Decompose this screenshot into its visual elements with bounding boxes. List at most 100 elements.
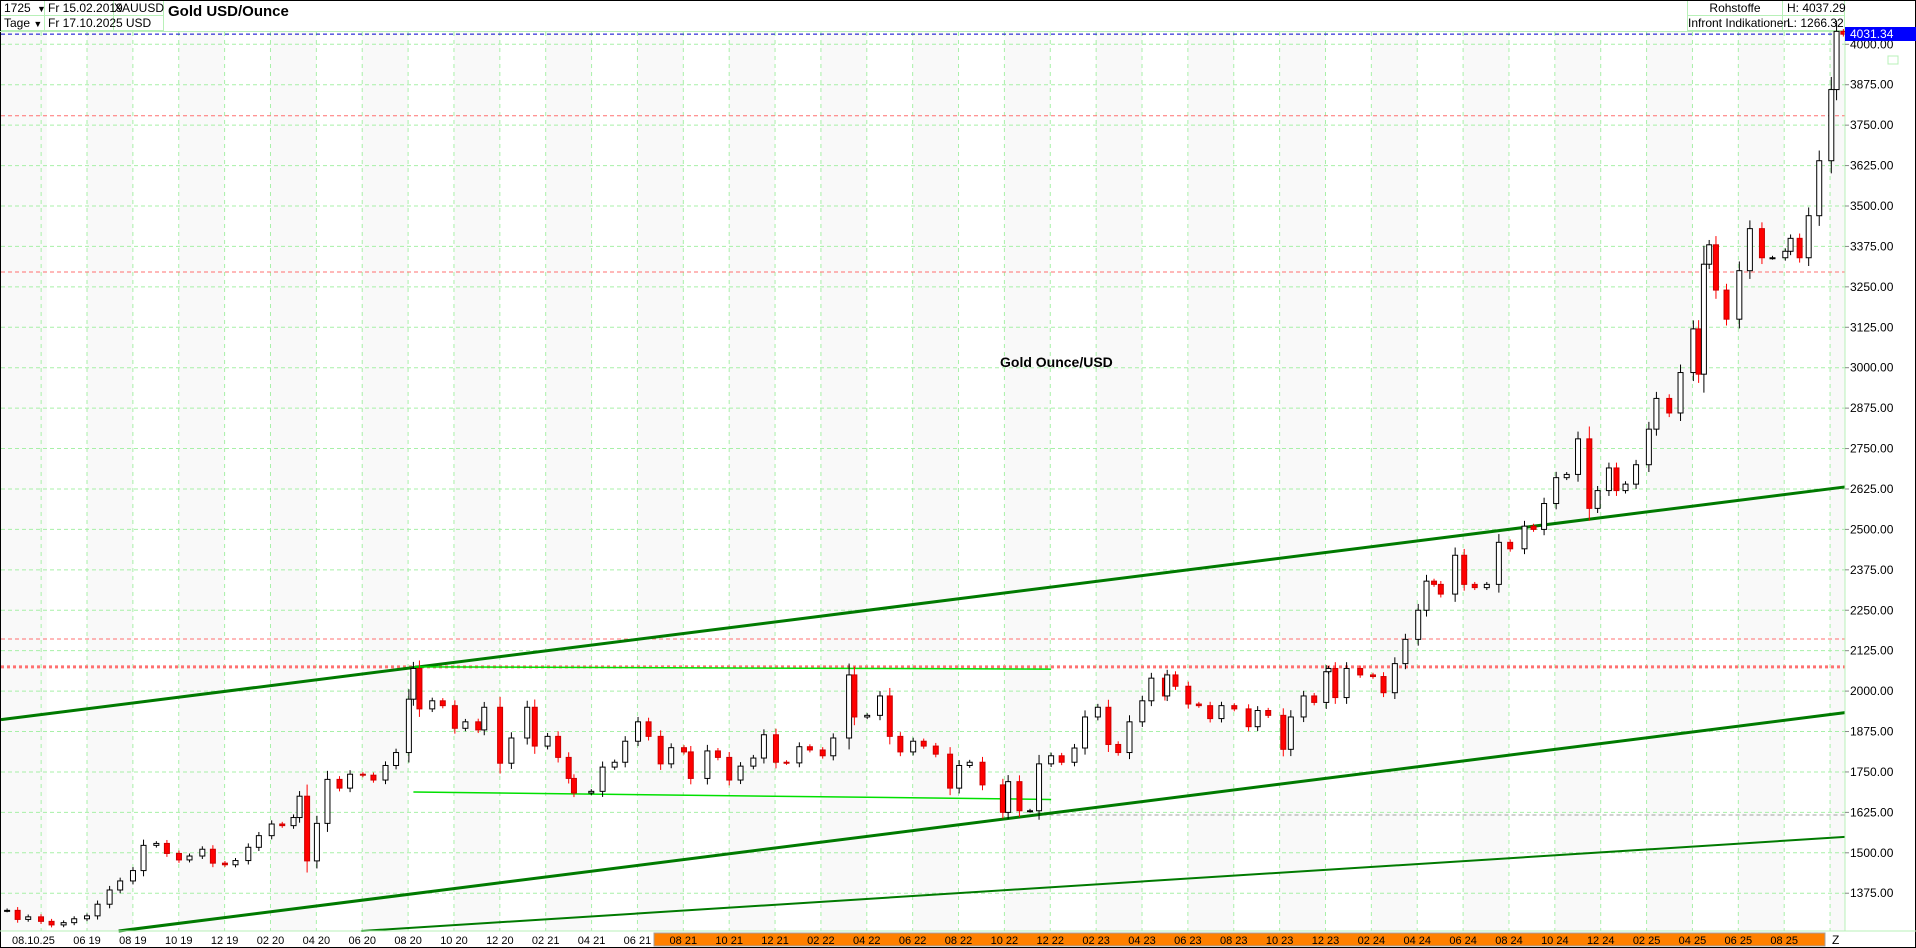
candle <box>1452 547 1459 602</box>
candle <box>1027 808 1034 813</box>
candle-body <box>268 823 275 837</box>
candle <box>846 663 853 750</box>
candle <box>819 747 826 759</box>
candle <box>1575 431 1582 482</box>
candle <box>979 756 986 791</box>
candle <box>588 789 595 796</box>
candle-body <box>1172 674 1179 687</box>
candle <box>1828 76 1835 174</box>
candle-body <box>999 784 1006 813</box>
x-axis-highlight-band <box>653 932 1826 947</box>
candle <box>668 743 675 769</box>
candle-body <box>1653 397 1660 430</box>
candle-body <box>1058 755 1065 763</box>
y-tick-label: 3250.00 <box>1850 280 1894 294</box>
candle <box>48 918 55 928</box>
candle <box>1563 471 1570 481</box>
candle-body <box>209 848 216 864</box>
candle <box>1758 222 1765 265</box>
candle-body <box>1082 716 1089 749</box>
candle-body <box>1622 483 1629 492</box>
candle-body <box>410 667 417 700</box>
candle <box>1769 255 1776 260</box>
candle <box>347 770 354 793</box>
x-tick-label: 04 24 <box>1403 935 1431 947</box>
candle <box>497 696 504 774</box>
candle-body <box>1148 677 1155 702</box>
candle-body <box>1452 554 1459 595</box>
trendline <box>118 711 1846 933</box>
candle <box>1461 548 1468 591</box>
candle <box>1530 523 1537 532</box>
candle <box>910 737 917 756</box>
candle <box>886 687 893 745</box>
candle <box>1082 710 1089 755</box>
candle-body <box>932 745 939 755</box>
candle-body <box>1613 467 1620 492</box>
x-tick-label: 12 19 <box>211 935 239 947</box>
trendlines <box>0 485 1846 933</box>
x-tick-label: 08 24 <box>1495 935 1523 947</box>
candle <box>1115 741 1122 756</box>
x-tick-label: 04 23 <box>1128 935 1156 947</box>
candle-body <box>737 765 744 781</box>
candle-body <box>1380 676 1387 694</box>
candle <box>153 841 160 848</box>
background-band <box>637 32 684 931</box>
candle <box>599 761 606 797</box>
candle-body <box>1712 244 1719 291</box>
candle-body <box>1495 541 1502 585</box>
x-tick-label: 06 22 <box>899 935 927 947</box>
candle-body <box>439 700 446 707</box>
candle-body <box>38 916 45 922</box>
collapse-icon[interactable] <box>1887 55 1899 65</box>
candle-body <box>163 842 170 854</box>
candle-body <box>94 903 101 917</box>
candle <box>1746 220 1753 279</box>
candle-body <box>956 764 963 789</box>
candle-body <box>186 855 193 861</box>
candle <box>1645 421 1652 472</box>
candle <box>565 752 572 784</box>
candle-body <box>714 750 721 758</box>
candle <box>1071 743 1078 767</box>
candle <box>416 660 423 717</box>
candle-body <box>508 737 515 764</box>
date-to[interactable]: Fr 17.10.2025 <box>45 16 123 31</box>
date-from[interactable]: Fr 15.02.2019 <box>45 1 123 16</box>
bars-count-dropdown[interactable]: 1725 ▼ <box>1 1 46 16</box>
candle-body <box>1816 160 1823 217</box>
background-band <box>1463 32 1509 931</box>
candle-body <box>864 714 871 718</box>
candle <box>279 821 286 828</box>
candle-body <box>979 761 986 786</box>
candle-body <box>451 705 458 729</box>
background-band <box>362 32 409 931</box>
candle-body <box>599 766 606 792</box>
candle <box>714 748 721 761</box>
candle-body <box>704 750 711 779</box>
x-tick-label: 10 24 <box>1541 935 1569 947</box>
candle-body <box>611 761 618 768</box>
candle <box>524 700 531 745</box>
candle <box>1706 239 1713 270</box>
candle-body <box>1287 716 1294 750</box>
candle <box>1245 704 1252 732</box>
candle-body <box>221 862 228 866</box>
candle-body <box>1139 700 1146 723</box>
candle <box>129 867 136 885</box>
period-dropdown[interactable]: Tage ▼ <box>1 16 45 31</box>
candle-body <box>1521 525 1528 550</box>
candle <box>1833 20 1840 101</box>
candle-body <box>1563 473 1570 479</box>
end-label[interactable]: Z <box>1832 933 1839 947</box>
candles <box>4 20 1847 928</box>
candle-body <box>347 773 354 789</box>
candle <box>1148 672 1155 707</box>
candle <box>681 745 688 755</box>
candle-body <box>1695 328 1702 375</box>
candle-body <box>1036 763 1043 812</box>
x-tick-label: 02 22 <box>807 935 835 947</box>
candle-body <box>290 817 297 827</box>
